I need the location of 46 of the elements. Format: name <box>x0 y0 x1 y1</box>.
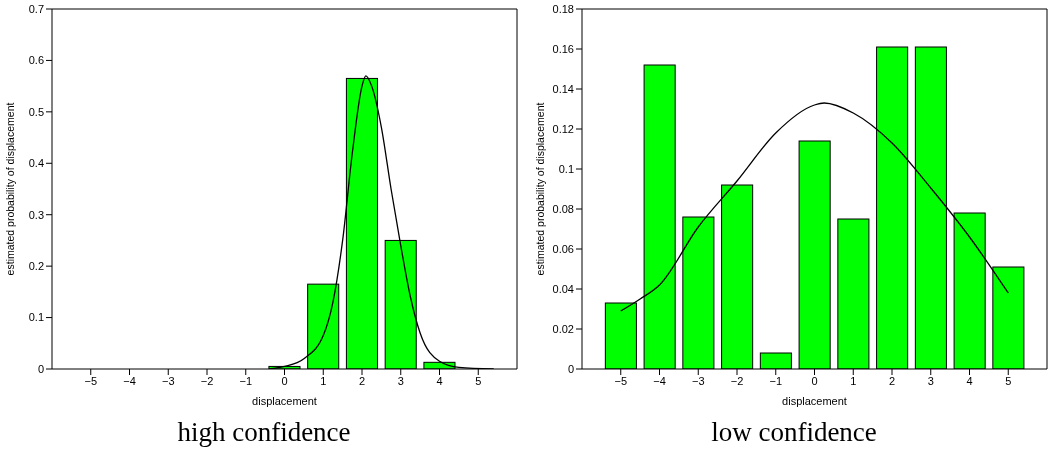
y-tick-label: 0.14 <box>552 82 574 95</box>
y-tick-label: 0.06 <box>552 242 574 255</box>
x-axis-title: displacement <box>782 395 847 407</box>
y-tick-label: 0.6 <box>28 54 44 67</box>
y-tick-label: 0.7 <box>28 2 44 15</box>
text: high confidence <box>177 417 351 448</box>
y-tick-label: 0.04 <box>552 282 574 295</box>
x-tick-label: −1 <box>239 374 253 387</box>
x-tick-label: 3 <box>927 374 934 387</box>
text: low confidence <box>711 417 877 448</box>
y-tick-label: 0.18 <box>552 2 574 15</box>
y-tick-label: 0.12 <box>552 122 574 135</box>
x-tick-label: 2 <box>888 374 896 387</box>
x-tick-label: −2 <box>730 374 744 387</box>
y-tick-label: 0.5 <box>28 105 44 118</box>
y-tick-label: 0.1 <box>558 162 574 175</box>
y-axis-title: estimated probability of displacement <box>3 102 16 276</box>
x-tick-label: 0 <box>281 374 288 387</box>
y-tick-label: 0 <box>37 362 44 375</box>
x-tick-label: 2 <box>358 374 366 387</box>
y-tick-label: 0.3 <box>28 208 44 221</box>
y-tick-label: 0 <box>567 362 574 375</box>
x-tick-label: 5 <box>475 374 482 387</box>
y-tick-label: 0.2 <box>28 260 44 273</box>
x-tick-label: −4 <box>653 374 666 387</box>
x-tick-label: 4 <box>966 374 973 387</box>
y-tick-label: 0.02 <box>552 322 574 335</box>
x-tick-label: −1 <box>769 374 783 387</box>
y-axis-title: estimated probability of displacement <box>533 102 546 276</box>
x-tick-label: 1 <box>320 374 327 387</box>
x-axis-title: displacement <box>252 395 317 407</box>
x-tick-label: −4 <box>123 374 136 387</box>
x-tick-label: −5 <box>84 374 98 387</box>
x-tick-label: 3 <box>397 374 404 387</box>
x-tick-label: 5 <box>1005 374 1012 387</box>
x-tick-label: −3 <box>691 374 705 387</box>
y-tick-label: 0.16 <box>552 42 574 55</box>
y-tick-label: 0.4 <box>28 157 44 170</box>
x-tick-label: 0 <box>811 374 818 387</box>
x-tick-label: 1 <box>850 374 857 387</box>
x-tick-label: −3 <box>161 374 175 387</box>
x-tick-label: 4 <box>436 374 443 387</box>
x-tick-label: −5 <box>614 374 628 387</box>
y-tick-label: 0.08 <box>552 202 574 215</box>
y-tick-label: 0.1 <box>28 311 44 324</box>
x-tick-label: −2 <box>200 374 214 387</box>
